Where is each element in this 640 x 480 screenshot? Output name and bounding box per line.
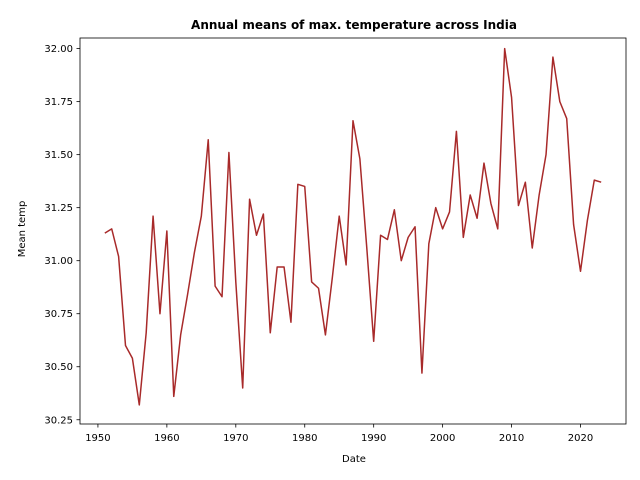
plot-area: 1950 1960 1970 1980 1990 2000 2010 2020 30.25 30.… xyxy=(44,37,627,444)
x-tick-label: 1960 xyxy=(154,433,179,444)
axes-frame xyxy=(79,37,627,425)
x-tick-label: 1950 xyxy=(85,433,110,444)
chart-title: Annual means of max. temperature across … xyxy=(191,18,517,32)
x-tick-label: 1980 xyxy=(292,433,317,444)
series-line-0 xyxy=(104,47,602,406)
y-tick-label: 30.75 xyxy=(44,309,73,320)
x-tick-label: 2000 xyxy=(430,433,455,444)
y-tick-label: 31.25 xyxy=(44,203,73,214)
y-tick-label: 30.50 xyxy=(44,362,73,373)
y-tick-label: 32.00 xyxy=(44,44,73,55)
x-tick-label: 1970 xyxy=(223,433,248,444)
y-axis-label: Mean temp xyxy=(17,201,28,258)
x-tick-label: 2010 xyxy=(499,433,524,444)
x-tick-label: 2020 xyxy=(568,433,593,444)
x-tick-label: 1990 xyxy=(361,433,386,444)
x-axis-label: Date xyxy=(342,454,366,465)
y-tick-label: 31.50 xyxy=(44,150,73,161)
y-tick-label: 31.75 xyxy=(44,97,73,108)
y-tick-label: 31.00 xyxy=(44,256,73,267)
y-tick-label: 30.25 xyxy=(44,415,73,426)
